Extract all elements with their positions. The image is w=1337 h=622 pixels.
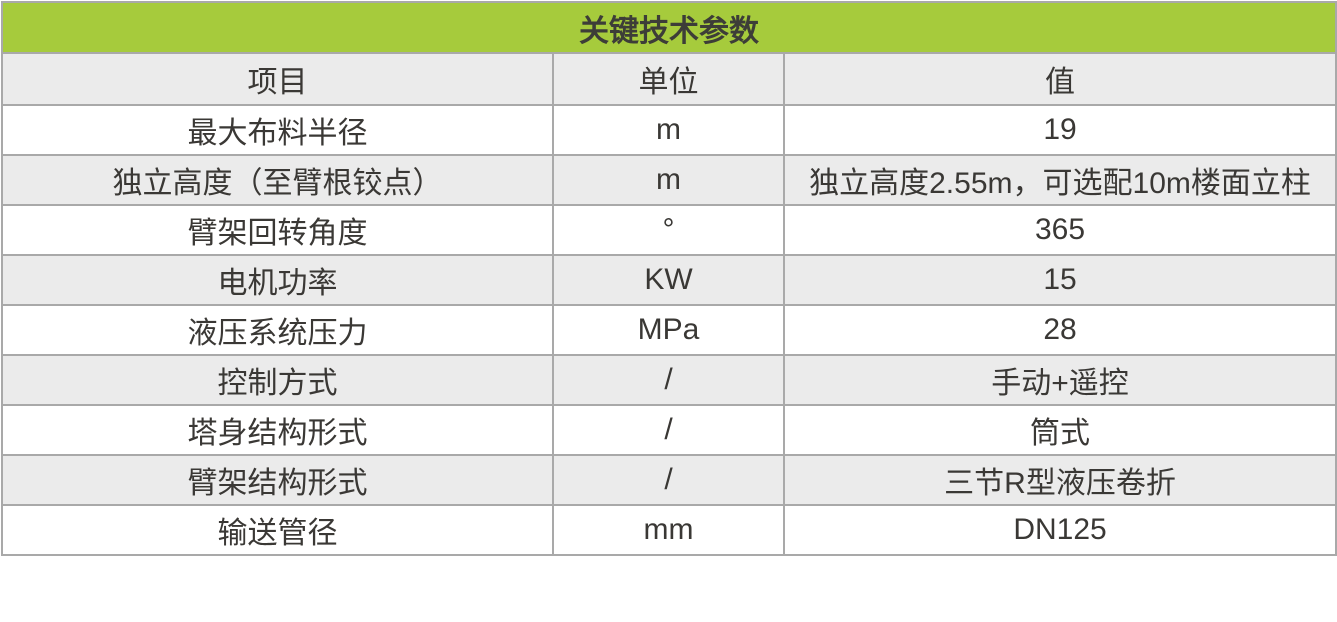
table-title: 关键技术参数: [0, 1, 1337, 54]
item-cell: 最大布料半径: [1, 104, 554, 156]
value-cell: 365: [782, 204, 1337, 256]
item-cell: 臂架回转角度: [1, 204, 554, 256]
table-row: 电机功率 KW 15: [1, 254, 1337, 306]
value-cell: 28: [782, 304, 1337, 356]
column-header-value: 值: [782, 52, 1337, 106]
column-header-unit: 单位: [552, 52, 785, 106]
table-row: 臂架结构形式 / 三节R型液压卷折: [1, 454, 1337, 506]
value-cell: 19: [782, 104, 1337, 156]
table-title-row: 关键技术参数: [0, 1, 1337, 54]
unit-cell: MPa: [552, 304, 785, 356]
table-row: 控制方式 / 手动+遥控: [1, 354, 1337, 406]
item-cell: 液压系统压力: [1, 304, 554, 356]
item-cell: 电机功率: [1, 254, 554, 306]
table-row: 塔身结构形式 / 筒式: [1, 404, 1337, 456]
unit-cell: m: [552, 154, 785, 206]
value-cell: 15: [782, 254, 1337, 306]
column-header-item: 项目: [1, 52, 554, 106]
table-row: 输送管径 mm DN125: [1, 504, 1337, 556]
table-row: 最大布料半径 m 19: [1, 104, 1337, 156]
unit-cell: °: [552, 204, 785, 256]
unit-cell: KW: [552, 254, 785, 306]
item-cell: 控制方式: [1, 354, 554, 406]
item-cell: 塔身结构形式: [1, 404, 554, 456]
table-row: 液压系统压力 MPa 28: [1, 304, 1337, 356]
key-parameters-table: 关键技术参数 项目 单位 值 最大布料半径 m 19 独立高度（至臂根铰点） m…: [0, 1, 1337, 556]
unit-cell: m: [552, 104, 785, 156]
value-cell: 手动+遥控: [782, 354, 1337, 406]
table-row: 独立高度（至臂根铰点） m 独立高度2.55m，可选配10m楼面立柱: [1, 154, 1337, 206]
value-cell: 独立高度2.55m，可选配10m楼面立柱: [782, 154, 1337, 206]
column-header-row: 项目 单位 值: [1, 52, 1337, 106]
item-cell: 臂架结构形式: [1, 454, 554, 506]
value-cell: 三节R型液压卷折: [782, 454, 1337, 506]
unit-cell: /: [552, 404, 785, 456]
unit-cell: /: [552, 454, 785, 506]
value-cell: 筒式: [782, 404, 1337, 456]
table-row: 臂架回转角度 ° 365: [1, 204, 1337, 256]
item-cell: 输送管径: [1, 504, 554, 556]
unit-cell: /: [552, 354, 785, 406]
value-cell: DN125: [782, 504, 1337, 556]
unit-cell: mm: [552, 504, 785, 556]
item-cell: 独立高度（至臂根铰点）: [1, 154, 554, 206]
